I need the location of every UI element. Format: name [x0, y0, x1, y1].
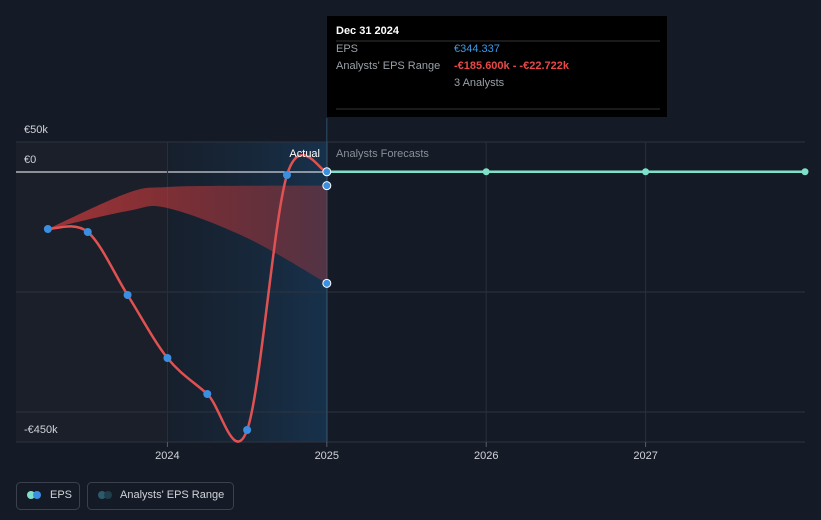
tooltip-range-label: Analysts' EPS Range [336, 60, 440, 72]
y-tick-label: €50k [24, 124, 48, 136]
tooltip-date: Dec 31 2024 [336, 25, 400, 37]
eps-point [123, 291, 132, 299]
legend-swatch [98, 491, 106, 499]
eps-range-area [47, 185, 327, 284]
range-end-point [322, 278, 332, 288]
tooltip-analysts: 3 Analysts [454, 77, 505, 89]
eps-point [43, 225, 52, 233]
plot: €50k €0 -€450k 2024 2025 2026 2027 [16, 118, 809, 462]
tooltip-eps-value: €344.337 [454, 43, 500, 55]
forecast-point [642, 168, 650, 176]
legend-swatch [104, 491, 112, 499]
eps-point [163, 354, 172, 362]
tooltip-box [327, 16, 667, 117]
x-tick-label: 2024 [155, 450, 179, 462]
range-end-point [322, 181, 332, 191]
legend-item-eps[interactable] [16, 482, 80, 510]
y-tick-label: €0 [24, 154, 36, 166]
forecast-point [801, 168, 809, 176]
eps-point [322, 167, 332, 177]
actual-label: Actual [289, 148, 320, 160]
eps-point [282, 171, 291, 179]
y-tick-label: -€450k [24, 424, 58, 436]
x-tick-label: 2027 [633, 450, 657, 462]
tooltip-eps-label: EPS [336, 43, 358, 55]
legend-label: EPS [50, 489, 72, 501]
tooltip-range-value: -€185.600k - -€22.722k [454, 60, 570, 72]
eps-point [83, 228, 92, 236]
legend-label: Analysts' EPS Range [120, 489, 224, 501]
legend-item-range[interactable] [87, 482, 234, 510]
forecast-label: Analysts Forecasts [336, 148, 429, 160]
forecast-point [482, 168, 490, 176]
x-tick-label: 2026 [474, 450, 498, 462]
legend-swatch [33, 491, 41, 499]
tooltip: Dec 31 2024 EPS €344.337 Analysts' EPS R… [327, 16, 667, 117]
legend-swatch [27, 491, 35, 499]
x-tick-label: 2025 [315, 450, 339, 462]
legend: EPS Analysts' EPS Range [16, 482, 234, 510]
eps-point [203, 390, 212, 398]
eps-point [243, 426, 252, 434]
